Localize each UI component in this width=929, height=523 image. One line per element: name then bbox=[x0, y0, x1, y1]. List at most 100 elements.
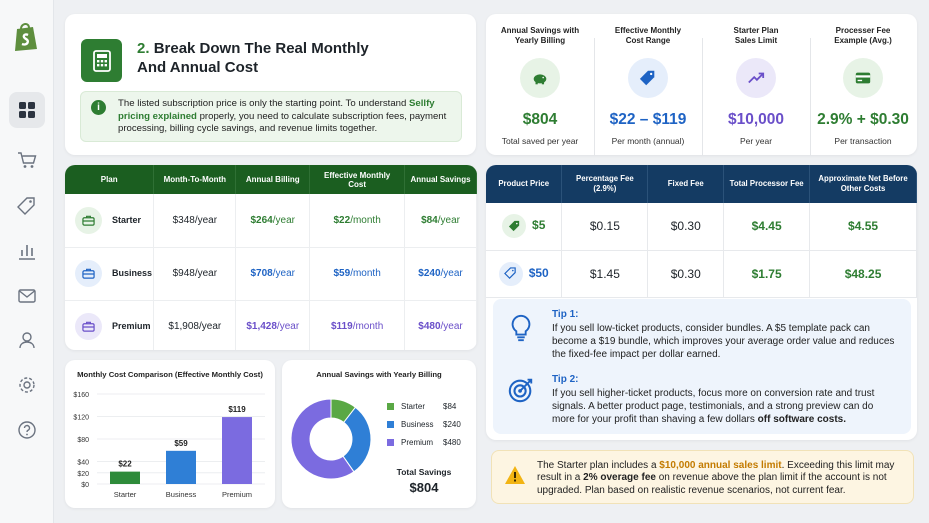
user-icon bbox=[19, 332, 35, 349]
legend-value: $480 bbox=[443, 438, 461, 447]
stat-sub: Per year bbox=[739, 136, 773, 146]
unit: /year bbox=[276, 321, 300, 332]
briefcase-icon bbox=[75, 206, 102, 234]
cell-net: $4.55 bbox=[809, 203, 917, 251]
warn-highlight: $10,000 annual sales limit bbox=[659, 460, 782, 471]
sellfy-pricing-link[interactable]: Sellfy pricing explained bbox=[118, 98, 435, 122]
cart-icon bbox=[18, 152, 37, 168]
cell-net: $48.25 bbox=[809, 250, 917, 298]
help-icon bbox=[18, 421, 36, 439]
plan-name-cell: Starter bbox=[65, 194, 155, 248]
table-row[interactable]: Premium $1,908/year $1,428/year $119/mon… bbox=[65, 300, 477, 350]
stat-value: $22 – $119 bbox=[609, 111, 687, 128]
col-header: Plan bbox=[65, 165, 155, 194]
nav-mail[interactable] bbox=[9, 278, 45, 314]
cell-pct: $1.45 bbox=[561, 250, 649, 298]
shopify-logo-icon[interactable] bbox=[11, 20, 41, 52]
table-row[interactable]: $50 $1.45 $0.30 $1.75 $48.25 bbox=[486, 250, 917, 298]
note-text: The listed subscription price is only th… bbox=[118, 98, 456, 136]
gear-icon bbox=[19, 377, 35, 393]
cell-savings: $480/year bbox=[404, 300, 477, 350]
cell-effective: $119/month bbox=[309, 300, 406, 350]
value: $240 bbox=[418, 268, 441, 279]
info-icon: i bbox=[91, 100, 106, 115]
col-header: Fixed Fee bbox=[647, 165, 725, 203]
table-row[interactable]: $5 $0.15 $0.30 $4.45 $4.55 bbox=[486, 203, 917, 251]
y-tick-label: $80 bbox=[77, 437, 89, 444]
stat-sub: Total saved per year bbox=[501, 136, 579, 146]
bar-business bbox=[166, 450, 196, 484]
tip-1: Tip 1: If you sell low-ticket products, … bbox=[552, 309, 897, 361]
warning-text: The Starter plan includes a $10,000 annu… bbox=[537, 460, 897, 497]
col-header: Annual Billing bbox=[235, 165, 311, 194]
cell-annual: $264/year bbox=[235, 194, 311, 248]
warn-part: . Exceeding this limit may result in a bbox=[537, 460, 895, 484]
legend-swatch bbox=[387, 439, 394, 446]
nav-cart[interactable] bbox=[9, 142, 45, 178]
nav-tags[interactable] bbox=[9, 188, 45, 224]
nav-dashboard[interactable] bbox=[9, 92, 45, 128]
cell-savings: $84/year bbox=[404, 194, 477, 248]
nav-settings[interactable] bbox=[9, 367, 45, 403]
stat-value: $10,000 bbox=[727, 111, 785, 128]
fees-table: Product Price Percentage Fee (2.9%) Fixe… bbox=[486, 165, 917, 298]
nav-user[interactable] bbox=[9, 322, 45, 358]
col-header: Approximate Net Before Other Costs bbox=[809, 165, 917, 203]
piggy-bank-icon bbox=[520, 58, 560, 98]
x-tick-label: Business bbox=[166, 490, 197, 499]
value: $119 bbox=[330, 321, 353, 332]
bar-chart: $0 $20 $40 $80 $120 $160 $22 Starter $59 Business… bbox=[73, 392, 265, 499]
stat-starter-limit: Starter Plan Sales Limit $10,000 Per yea… bbox=[702, 14, 810, 152]
tip-bold: off software costs. bbox=[757, 414, 847, 425]
cell-effective: $59/month bbox=[309, 247, 406, 301]
bar-premium bbox=[222, 417, 252, 484]
tip-body: If you sell higher-ticket products, focu… bbox=[552, 388, 875, 425]
stat-sub: Per transaction bbox=[834, 136, 892, 146]
tip-text: If you sell low-ticket products, conside… bbox=[552, 323, 895, 360]
legend-label: Business bbox=[401, 420, 434, 429]
value: $1,908 bbox=[168, 321, 199, 332]
unit: /month bbox=[352, 321, 384, 332]
price-tag-icon bbox=[628, 58, 668, 98]
unit: /year bbox=[272, 268, 295, 279]
x-tick-label: Starter bbox=[114, 490, 137, 499]
cell-fixed: $0.30 bbox=[647, 203, 725, 251]
lightbulb-icon bbox=[507, 313, 535, 348]
table-row[interactable]: Starter $348/year $264/year $22/month $8… bbox=[65, 194, 477, 248]
cell-fixed: $0.30 bbox=[647, 250, 725, 298]
total-value: $804 bbox=[409, 480, 439, 495]
y-tick-label: $40 bbox=[77, 460, 89, 467]
warn-part: , not current fear. bbox=[769, 484, 846, 496]
cell-price: $5 bbox=[486, 203, 563, 251]
value: $5 bbox=[532, 218, 546, 233]
col-header: Product Price bbox=[486, 165, 563, 203]
stat-label: Effective Monthly Cost Range bbox=[614, 26, 682, 45]
value: $480 bbox=[418, 321, 441, 332]
data-label: $22 bbox=[118, 460, 132, 469]
tip-title: Tip 1: bbox=[552, 309, 579, 320]
legend-swatch bbox=[387, 421, 394, 428]
nav-analytics[interactable] bbox=[9, 233, 45, 269]
unit: /year bbox=[194, 268, 218, 279]
stat-annual-savings: Annual Savings with Yearly Billing $804 … bbox=[486, 14, 594, 152]
plan-name: Starter bbox=[112, 214, 142, 225]
data-label: $119 bbox=[228, 405, 246, 414]
note-prefix: The listed subscription price is only th… bbox=[118, 98, 407, 109]
legend-label: Starter bbox=[401, 402, 426, 411]
cell-price: $50 bbox=[486, 250, 563, 298]
cell-total: $4.45 bbox=[723, 203, 811, 251]
value: $59 bbox=[333, 268, 351, 279]
donut-chart bbox=[290, 398, 372, 480]
credit-card-icon bbox=[843, 58, 883, 98]
cell-monthly: $348/year bbox=[153, 194, 237, 248]
legend-value: $240 bbox=[443, 420, 461, 429]
unit: /year bbox=[199, 321, 222, 332]
nav-help[interactable] bbox=[9, 412, 45, 448]
legend-value: $84 bbox=[443, 402, 457, 411]
value: $348 bbox=[172, 214, 195, 226]
title-line2: And Annual Cost bbox=[137, 59, 259, 76]
table-row[interactable]: Business $948/year $708/year $59/month $… bbox=[65, 247, 477, 301]
tips-box: Tip 1: If you sell low-ticket products, … bbox=[493, 299, 911, 434]
stat-value: 2.9% + $0.30 bbox=[817, 111, 909, 128]
tip-title: Tip 2: bbox=[552, 374, 579, 385]
